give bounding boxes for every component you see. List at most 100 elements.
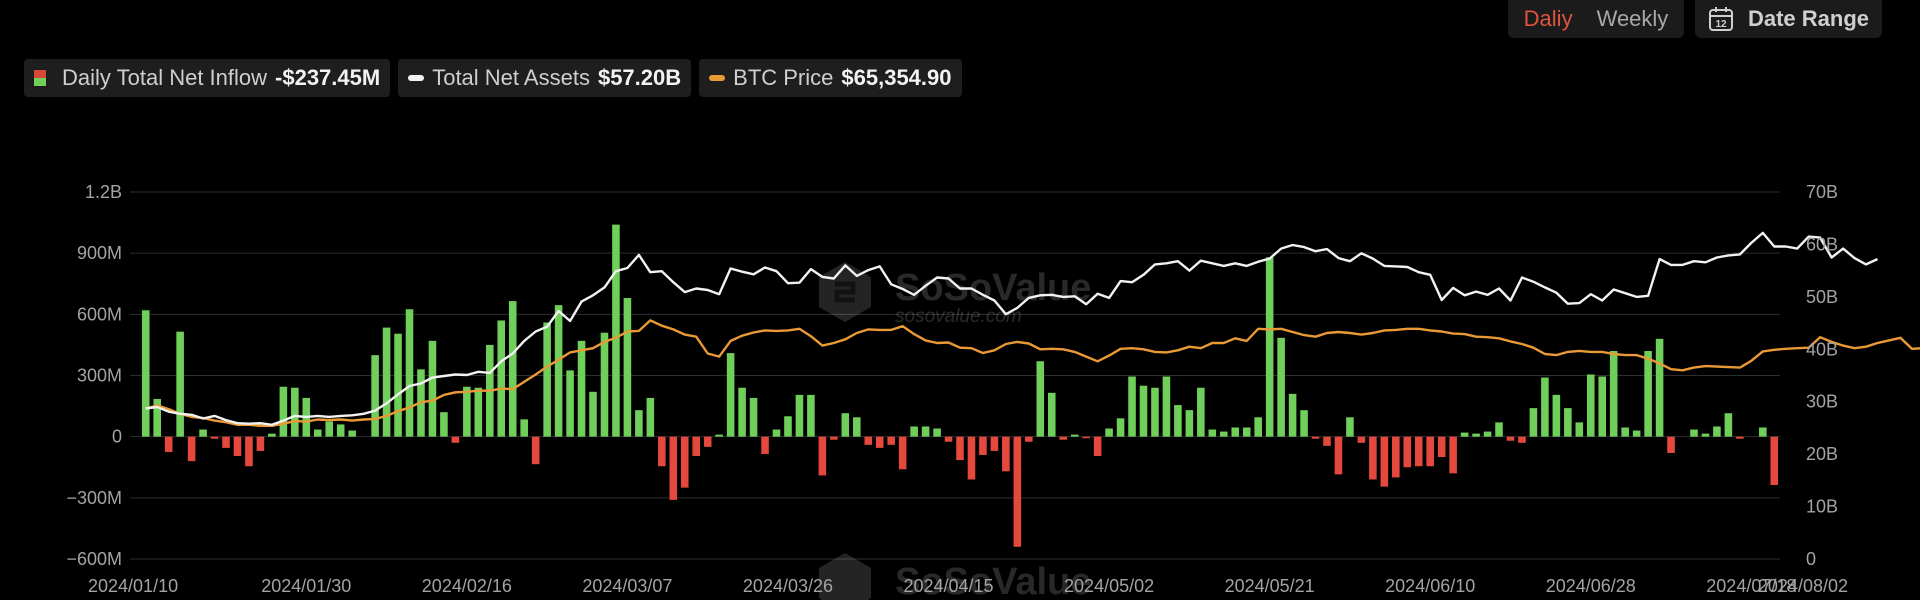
inflow-bar[interactable] xyxy=(967,436,976,480)
inflow-bar[interactable] xyxy=(898,436,907,470)
inflow-bar[interactable] xyxy=(210,436,219,439)
inflow-bar[interactable] xyxy=(933,428,941,437)
inflow-bar[interactable] xyxy=(233,436,242,457)
inflow-bar[interactable] xyxy=(520,419,528,437)
inflow-bar[interactable] xyxy=(1013,436,1022,547)
inflow-bar[interactable] xyxy=(1139,385,1148,437)
inflow-bar[interactable] xyxy=(1231,427,1240,437)
inflow-bar[interactable] xyxy=(612,224,620,437)
inflow-bar[interactable] xyxy=(451,436,460,443)
inflow-bar[interactable] xyxy=(1541,377,1549,437)
inflow-bar[interactable] xyxy=(371,355,379,437)
inflow-bar[interactable] xyxy=(313,429,322,437)
inflow-bar[interactable] xyxy=(1392,436,1400,478)
inflow-bar[interactable] xyxy=(795,394,804,437)
inflow-bar[interactable] xyxy=(531,436,540,465)
inflow-bar[interactable] xyxy=(680,436,689,488)
inflow-bar[interactable] xyxy=(1162,376,1171,437)
inflow-bar[interactable] xyxy=(1449,436,1457,474)
inflow-bar[interactable] xyxy=(1621,427,1629,437)
inflow-bar[interactable] xyxy=(875,436,884,448)
inflow-bar[interactable] xyxy=(554,305,563,437)
inflow-bar[interactable] xyxy=(1414,436,1423,467)
inflow-bar[interactable] xyxy=(325,421,334,437)
inflow-bar[interactable] xyxy=(1460,432,1469,437)
inflow-bar[interactable] xyxy=(841,413,850,437)
inflow-bar[interactable] xyxy=(784,416,792,437)
inflow-bar[interactable] xyxy=(1380,436,1389,487)
inflow-bar[interactable] xyxy=(1713,426,1721,437)
inflow-bar[interactable] xyxy=(497,320,506,437)
inflow-bar[interactable] xyxy=(1736,436,1744,439)
inflow-bar[interactable] xyxy=(1116,418,1125,437)
inflow-bar[interactable] xyxy=(1128,376,1136,437)
inflow-bar[interactable] xyxy=(1105,428,1113,437)
inflow-bar[interactable] xyxy=(726,353,735,437)
inflow-bar[interactable] xyxy=(1609,351,1618,437)
inflow-bar[interactable] xyxy=(199,429,207,437)
inflow-bar[interactable] xyxy=(1277,337,1285,437)
inflow-bar[interactable] xyxy=(1655,338,1664,437)
inflow-bar[interactable] xyxy=(864,436,873,445)
inflow-bar[interactable] xyxy=(1564,408,1572,437)
inflow-bar[interactable] xyxy=(1002,436,1010,472)
inflow-bar[interactable] xyxy=(887,436,895,445)
inflow-bar[interactable] xyxy=(153,398,161,437)
inflow-bar[interactable] xyxy=(222,436,230,448)
inflow-bar[interactable] xyxy=(1644,351,1652,437)
inflow-bar[interactable] xyxy=(428,340,437,437)
inflow-bar[interactable] xyxy=(394,333,402,437)
daily-toggle-button[interactable]: Daliy xyxy=(1523,6,1573,31)
date-range-button[interactable]: 12 Date Range xyxy=(1695,0,1882,38)
inflow-bar[interactable] xyxy=(348,430,356,437)
inflow-bar[interactable] xyxy=(187,436,196,462)
inflow-bar[interactable] xyxy=(772,429,781,437)
inflow-bar[interactable] xyxy=(1151,387,1159,437)
inflow-bar[interactable] xyxy=(1552,394,1561,437)
inflow-bar[interactable] xyxy=(1701,433,1710,437)
inflow-bar[interactable] xyxy=(1437,436,1446,458)
inflow-bar[interactable] xyxy=(405,309,414,437)
inflow-bar[interactable] xyxy=(279,386,288,437)
inflow-bar[interactable] xyxy=(1472,433,1480,437)
inflow-bar[interactable] xyxy=(1265,257,1274,437)
inflow-bar[interactable] xyxy=(1197,387,1205,437)
legend-item-inflow[interactable]: Daily Total Net Inflow -$237.45M xyxy=(24,59,391,97)
inflow-bar[interactable] xyxy=(1047,392,1056,437)
inflow-bar[interactable] xyxy=(761,436,769,454)
inflow-bar[interactable] xyxy=(910,426,918,437)
inflow-bar[interactable] xyxy=(1369,436,1377,480)
inflow-bar[interactable] xyxy=(474,387,483,437)
inflow-bar[interactable] xyxy=(1082,436,1090,439)
inflow-bar[interactable] xyxy=(1093,436,1102,457)
inflow-bar[interactable] xyxy=(1667,436,1675,453)
inflow-bar[interactable] xyxy=(692,436,701,457)
inflow-bar[interactable] xyxy=(979,436,987,456)
inflow-bar[interactable] xyxy=(336,424,345,437)
inflow-bar[interactable] xyxy=(1495,422,1503,437)
inflow-bar[interactable] xyxy=(749,397,758,437)
inflow-bar[interactable] xyxy=(1632,430,1641,437)
inflow-bar[interactable] xyxy=(463,386,471,437)
inflow-bar[interactable] xyxy=(956,436,964,461)
inflow-bar[interactable] xyxy=(1219,431,1228,437)
inflow-bar[interactable] xyxy=(1506,436,1515,441)
inflow-bar[interactable] xyxy=(1242,427,1251,437)
inflow-bar[interactable] xyxy=(1357,436,1366,443)
inflow-bar[interactable] xyxy=(1025,436,1033,442)
inflow-bar[interactable] xyxy=(715,434,723,437)
inflow-bar[interactable] xyxy=(852,417,861,437)
inflow-bar[interactable] xyxy=(830,436,838,440)
inflow-bar[interactable] xyxy=(738,387,746,437)
btc-price-line[interactable] xyxy=(145,319,1920,427)
inflow-bar[interactable] xyxy=(600,332,609,437)
inflow-bar[interactable] xyxy=(1036,361,1045,437)
inflow-bar[interactable] xyxy=(1759,427,1767,437)
inflow-bar[interactable] xyxy=(256,436,265,451)
total-net-assets-line[interactable] xyxy=(145,231,1879,426)
inflow-bar[interactable] xyxy=(577,340,586,437)
inflow-bar[interactable] xyxy=(990,436,999,451)
inflow-bar[interactable] xyxy=(164,436,173,452)
inflow-bar[interactable] xyxy=(440,412,448,437)
inflow-bar[interactable] xyxy=(508,301,517,437)
